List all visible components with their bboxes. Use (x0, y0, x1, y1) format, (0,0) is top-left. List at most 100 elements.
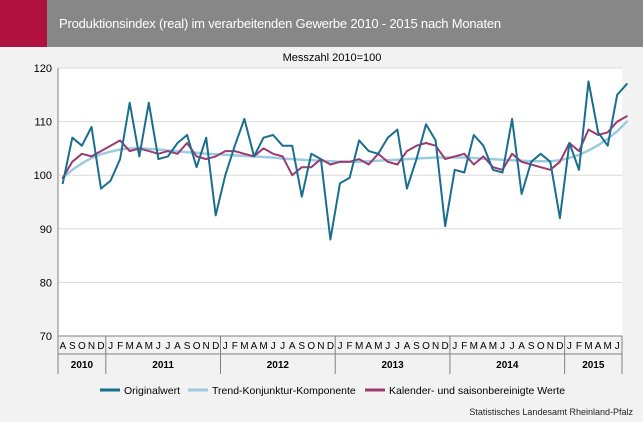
x-tick-label: F (347, 341, 353, 352)
data-point-trend-konjunktur-komponente (71, 169, 73, 171)
plot-area (58, 68, 622, 336)
legend-label: Originalwert (124, 385, 180, 397)
data-point-trend-konjunktur-komponente (463, 156, 465, 159)
data-point-kalender-und-saisonbereinigte-werte (167, 150, 169, 152)
data-point-trend-konjunktur-komponente (196, 152, 198, 154)
data-point-originalwert (129, 102, 131, 104)
data-point-originalwert (463, 171, 465, 174)
data-point-originalwert (243, 118, 245, 120)
data-point-trend-konjunktur-komponente (578, 154, 580, 156)
x-tick-label: J (156, 341, 161, 352)
data-point-originalwert (406, 188, 408, 190)
data-point-originalwert (540, 153, 542, 155)
data-point-trend-konjunktur-komponente (234, 154, 236, 156)
x-tick-label: M (489, 341, 497, 352)
x-tick-label: S (413, 341, 420, 352)
data-point-kalender-und-saisonbereinigte-werte (368, 163, 370, 166)
data-point-originalwert (358, 139, 360, 141)
data-point-originalwert (148, 102, 150, 104)
data-point-trend-konjunktur-komponente (301, 159, 303, 161)
x-tick-label: J (510, 341, 515, 352)
data-point-originalwert (587, 80, 590, 82)
data-point-trend-konjunktur-komponente (501, 159, 504, 161)
data-point-trend-konjunktur-komponente (626, 121, 628, 123)
data-point-kalender-und-saisonbereinigte-werte (119, 139, 121, 141)
data-point-originalwert (607, 145, 609, 147)
data-point-originalwert (224, 174, 226, 176)
data-point-kalender-und-saisonbereinigte-werte (607, 131, 609, 133)
data-point-kalender-und-saisonbereinigte-werte (597, 134, 599, 136)
data-point-trend-konjunktur-komponente (568, 157, 571, 159)
data-point-kalender-und-saisonbereinigte-werte (329, 163, 331, 166)
x-tick-label: O (78, 341, 86, 352)
data-point-kalender-und-saisonbereinigte-werte (71, 161, 73, 163)
data-point-trend-konjunktur-komponente (473, 157, 475, 159)
data-point-originalwert (234, 145, 236, 147)
data-point-kalender-und-saisonbereinigte-werte (406, 150, 408, 152)
data-point-kalender-und-saisonbereinigte-werte (262, 147, 265, 149)
data-point-trend-konjunktur-komponente (205, 153, 207, 155)
data-point-trend-konjunktur-komponente (148, 148, 150, 150)
data-point-kalender-und-saisonbereinigte-werte (176, 153, 179, 155)
data-point-kalender-und-saisonbereinigte-werte (234, 150, 236, 152)
x-tick-label: M (126, 341, 134, 352)
data-point-trend-konjunktur-komponente (310, 159, 312, 161)
data-point-kalender-und-saisonbereinigte-werte (90, 155, 93, 157)
header-bar: Produktionsindex (real) im verarbeitende… (0, 0, 643, 47)
data-point-kalender-und-saisonbereinigte-werte (205, 158, 207, 160)
x-tick-label: N (203, 341, 210, 352)
x-tick-label: O (193, 341, 201, 352)
data-point-originalwert (368, 150, 370, 152)
brand-accent-block (0, 0, 47, 47)
y-tick-label: 80 (40, 277, 52, 289)
year-label: 2013 (381, 360, 404, 371)
x-tick-label: M (355, 341, 363, 352)
x-tick-label: J (500, 341, 505, 352)
series-line-originalwert (61, 80, 628, 241)
data-point-kalender-und-saisonbereinigte-werte (196, 155, 198, 157)
data-point-kalender-und-saisonbereinigte-werte (454, 155, 456, 157)
data-point-kalender-und-saisonbereinigte-werte (444, 158, 446, 160)
data-point-trend-konjunktur-komponente (358, 161, 360, 163)
data-point-trend-konjunktur-komponente (597, 144, 599, 146)
data-point-kalender-und-saisonbereinigte-werte (224, 150, 226, 152)
data-point-originalwert (167, 155, 169, 157)
data-point-originalwert (329, 238, 331, 241)
data-point-originalwert (425, 123, 427, 125)
data-point-originalwert (291, 145, 293, 147)
data-point-originalwert (253, 155, 255, 157)
x-tick-label: O (422, 341, 430, 352)
x-tick-label: A (174, 341, 181, 352)
data-point-trend-konjunktur-komponente (396, 159, 398, 161)
data-point-originalwert (282, 145, 284, 147)
data-point-originalwert (396, 129, 398, 131)
x-tick-label: J (452, 341, 457, 352)
x-tick-label: J (165, 341, 170, 352)
data-point-originalwert (559, 217, 561, 219)
legend-label: Trend-Konjunktur-Komponente (212, 385, 356, 397)
data-point-kalender-und-saisonbereinigte-werte (282, 155, 284, 157)
data-point-kalender-und-saisonbereinigte-werte (349, 161, 351, 163)
data-point-originalwert (568, 142, 571, 144)
data-point-originalwert (435, 139, 437, 141)
x-tick-label: F (576, 341, 582, 352)
data-point-trend-konjunktur-komponente (540, 160, 542, 162)
data-point-trend-konjunktur-komponente (272, 156, 274, 159)
data-point-trend-konjunktur-komponente (435, 156, 437, 159)
year-label: 2014 (496, 360, 519, 371)
data-point-trend-konjunktur-komponente (81, 162, 83, 164)
x-tick-label: A (480, 341, 487, 352)
y-tick-label: 100 (34, 170, 52, 182)
x-tick-label: M (603, 341, 611, 352)
data-point-trend-konjunktur-komponente (157, 148, 159, 151)
data-point-kalender-und-saisonbereinigte-werte (129, 150, 131, 152)
data-point-kalender-und-saisonbereinigte-werte (415, 145, 418, 147)
data-point-kalender-und-saisonbereinigte-werte (339, 161, 341, 163)
data-point-originalwert (549, 161, 551, 163)
x-tick-label: J (567, 341, 572, 352)
x-tick-label: F (461, 341, 467, 352)
x-tick-label: S (298, 341, 305, 352)
data-point-kalender-und-saisonbereinigte-werte (587, 129, 590, 131)
data-point-trend-konjunktur-komponente (406, 158, 408, 160)
y-tick-label: 90 (40, 224, 52, 236)
